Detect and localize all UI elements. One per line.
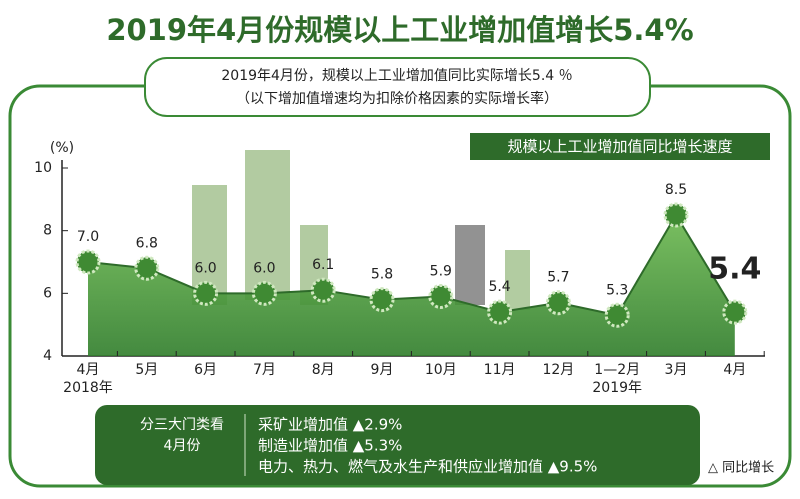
- note: △ 同比增长: [708, 461, 774, 476]
- legend-box: [470, 133, 770, 160]
- data-label: 5.3: [606, 282, 628, 298]
- gear: [722, 299, 748, 325]
- gear: [193, 280, 219, 306]
- x-tick-label: 1—2月: [594, 362, 640, 378]
- data-label: 6.0: [253, 260, 275, 276]
- x-tick-label: 11月: [484, 362, 516, 378]
- data-label: 6.0: [194, 260, 216, 276]
- breakdown-item: 制造业增加值 ▲5.3%: [258, 437, 402, 455]
- subtitle: （以下增加值增速均为扣除价格因素的实际增长率）: [236, 90, 558, 107]
- x-tick-label: 12月: [542, 362, 574, 378]
- breakdown-item: 电力、热力、燃气及水生产和供应业增加值 ▲9.5%: [258, 458, 597, 476]
- data-label: 7.0: [77, 229, 99, 245]
- subtitle-box: [144, 57, 651, 117]
- y-tick-label: 8: [43, 223, 52, 239]
- data-label: 5.7: [547, 270, 569, 286]
- data-label: 5.8: [371, 267, 393, 283]
- breakdown-heading: 4月份: [164, 438, 201, 454]
- x-tick-label: 9月: [371, 362, 394, 378]
- gear: [663, 202, 689, 228]
- area-fill: [88, 215, 735, 356]
- x-year-label: 2018年: [63, 380, 113, 396]
- gear: [604, 302, 630, 328]
- x-tick-label: 6月: [194, 362, 217, 378]
- skyline: [192, 150, 530, 310]
- y-tick-label: 10: [34, 160, 52, 176]
- y-axis-label: (%): [50, 140, 74, 156]
- x-tick-label: 5月: [135, 362, 158, 378]
- gear: [428, 283, 454, 309]
- x-tick-label: 7月: [253, 362, 276, 378]
- data-label: 8.5: [665, 182, 687, 198]
- data-label: 6.1: [312, 257, 334, 273]
- data-label: 5.4: [488, 279, 510, 295]
- gear: [369, 287, 395, 313]
- y-tick-label: 6: [43, 285, 52, 301]
- x-year-label: 2019年: [592, 380, 642, 396]
- data-label: 5.9: [430, 263, 452, 279]
- gear: [545, 290, 571, 316]
- subtitle: 2019年4月份，规模以上工业增加值同比实际增长5.4 ％: [221, 68, 572, 84]
- gear: [310, 277, 336, 303]
- breakdown-heading: 分三大门类看: [140, 417, 224, 433]
- breakdown-item: 采矿业增加值 ▲2.9%: [258, 416, 402, 434]
- gear: [75, 249, 101, 275]
- gear: [251, 280, 277, 306]
- x-tick-label: 10月: [425, 362, 457, 378]
- data-label: 5.4: [708, 252, 761, 287]
- x-tick-label: 4月: [723, 362, 746, 378]
- legend-label: 规模以上工业增加值同比增长速度: [507, 138, 732, 156]
- chart-title: 2019年4月份规模以上工业增加值增长5.4%: [106, 13, 693, 47]
- x-tick-label: 3月: [665, 362, 688, 378]
- breakdown-box: [95, 405, 700, 485]
- y-tick-label: 4: [43, 348, 52, 364]
- gear: [487, 299, 513, 325]
- data-label: 6.8: [136, 235, 158, 251]
- gear: [134, 255, 160, 281]
- x-tick-label: 4月: [77, 362, 100, 378]
- x-tick-label: 8月: [312, 362, 335, 378]
